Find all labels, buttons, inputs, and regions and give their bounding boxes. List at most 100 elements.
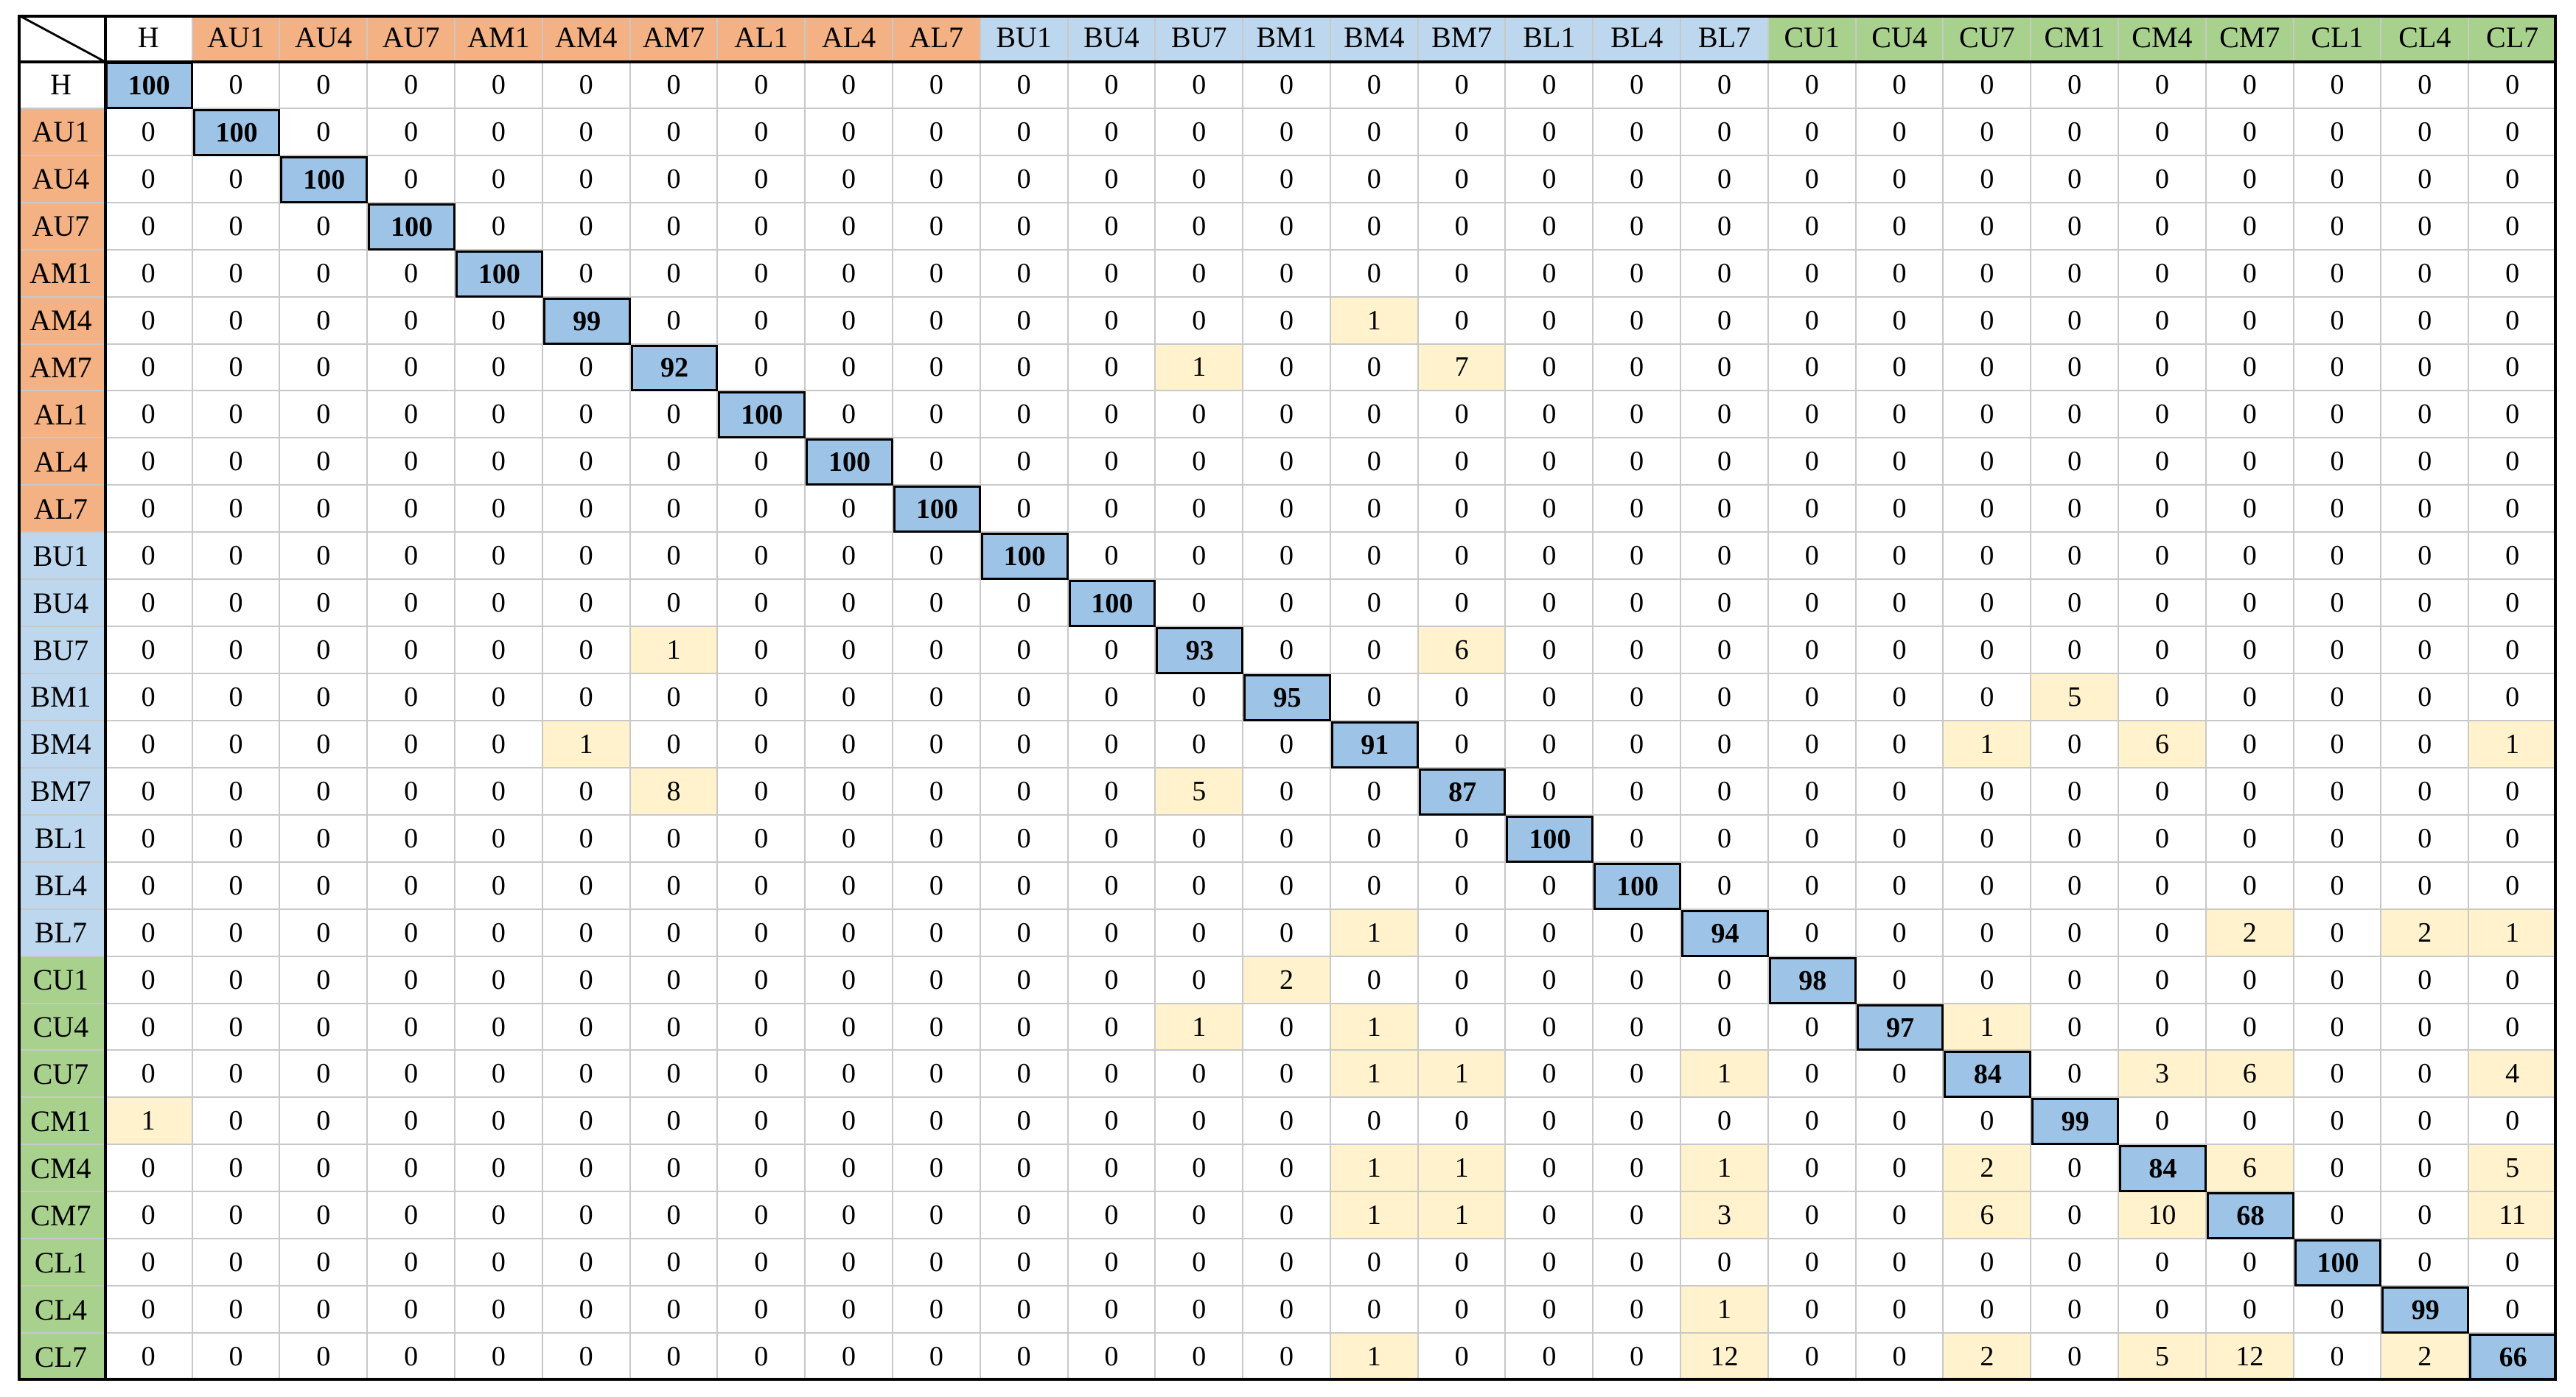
matrix-cell: 0 <box>1418 203 1507 251</box>
matrix-cell: 0 <box>1768 250 1857 298</box>
matrix-cell: 0 <box>806 486 893 533</box>
matrix-cell: 0 <box>718 203 806 251</box>
matrix-cell: 0 <box>718 1239 806 1287</box>
matrix-cell: 0 <box>280 203 369 251</box>
matrix-cell: 0 <box>718 909 806 957</box>
matrix-cell: 0 <box>2206 580 2294 628</box>
matrix-cell: 0 <box>1856 391 1944 439</box>
matrix-cell: 0 <box>1681 674 1769 721</box>
matrix-cell: 0 <box>2119 155 2207 203</box>
matrix-cell: 0 <box>1768 1239 1857 1287</box>
matrix-cell: 0 <box>280 674 369 721</box>
row-header-cl4: CL4 <box>18 1286 105 1334</box>
matrix-cell: 6 <box>2206 1145 2294 1193</box>
matrix-cell: 0 <box>1856 297 1944 345</box>
matrix-cell: 0 <box>630 533 719 581</box>
matrix-cell: 0 <box>1681 862 1769 910</box>
col-header-bu7: BU7 <box>1156 15 1244 62</box>
matrix-cell: 0 <box>1594 1286 1682 1334</box>
matrix-cell: 0 <box>2294 203 2382 251</box>
col-header-bm4: BM4 <box>1330 15 1419 62</box>
matrix-cell: 0 <box>192 61 281 109</box>
matrix-cell: 0 <box>2294 533 2382 581</box>
matrix-cell: 0 <box>455 1286 543 1334</box>
matrix-cell: 0 <box>542 486 631 533</box>
matrix-cell: 0 <box>1768 203 1857 251</box>
matrix-cell: 0 <box>1418 391 1507 439</box>
diagonal-cell: 99 <box>2031 1098 2120 1146</box>
diagonal-cell: 100 <box>1506 815 1594 863</box>
matrix-cell: 0 <box>980 438 1069 486</box>
matrix-cell: 0 <box>542 250 631 298</box>
matrix-cell: 0 <box>980 721 1069 768</box>
matrix-cell: 0 <box>1243 344 1331 392</box>
matrix-cell: 0 <box>280 815 369 863</box>
matrix-cell: 0 <box>2294 1286 2382 1334</box>
row-header-cu7: CU7 <box>18 1051 105 1099</box>
matrix-cell: 0 <box>1330 438 1419 486</box>
matrix-cell: 0 <box>2469 580 2557 628</box>
matrix-cell: 0 <box>2206 108 2294 156</box>
matrix-cell: 0 <box>2206 627 2294 675</box>
matrix-cell: 1 <box>105 1098 193 1146</box>
matrix-cell: 0 <box>105 108 193 156</box>
matrix-cell: 0 <box>368 108 455 156</box>
matrix-cell: 0 <box>105 862 193 910</box>
matrix-cell: 0 <box>2381 1098 2470 1146</box>
matrix-cell: 0 <box>630 909 719 957</box>
row-header-au7: AU7 <box>18 203 105 251</box>
col-header-cu7: CU7 <box>1944 15 2032 62</box>
matrix-cell: 0 <box>1418 674 1507 721</box>
matrix-cell: 0 <box>105 297 193 345</box>
row-header-bl1: BL1 <box>18 815 105 863</box>
matrix-cell: 0 <box>368 580 455 628</box>
matrix-cell: 0 <box>630 203 719 251</box>
matrix-cell: 0 <box>893 533 981 581</box>
matrix-cell: 1 <box>2469 909 2557 957</box>
matrix-cell: 0 <box>1156 1286 1244 1334</box>
matrix-cell: 0 <box>2294 344 2382 392</box>
diagonal-cell: 100 <box>368 203 455 251</box>
matrix-cell: 0 <box>1768 344 1857 392</box>
matrix-cell: 0 <box>1330 203 1419 251</box>
matrix-cell: 0 <box>1418 1334 1507 1381</box>
matrix-cell: 0 <box>1681 344 1769 392</box>
col-header-cm7: CM7 <box>2206 15 2294 62</box>
matrix-cell: 0 <box>1068 1192 1156 1240</box>
matrix-cell: 0 <box>1243 862 1331 910</box>
matrix-cell: 0 <box>718 1098 806 1146</box>
diagonal-cell: 99 <box>2381 1286 2470 1334</box>
matrix-cell: 0 <box>1506 391 1594 439</box>
row-header-am1: AM1 <box>18 250 105 298</box>
matrix-cell: 0 <box>105 768 193 816</box>
matrix-cell: 0 <box>1856 1334 1944 1381</box>
matrix-cell: 0 <box>2119 438 2207 486</box>
matrix-cell: 0 <box>1243 486 1331 533</box>
matrix-cell: 0 <box>893 1098 981 1146</box>
matrix-cell: 0 <box>1594 438 1682 486</box>
matrix-cell: 0 <box>1418 815 1507 863</box>
matrix-cell: 0 <box>806 155 893 203</box>
matrix-cell: 0 <box>455 486 543 533</box>
matrix-cell: 0 <box>1418 1239 1507 1287</box>
matrix-cell: 0 <box>1418 250 1507 298</box>
matrix-cell: 1 <box>1418 1051 1507 1099</box>
matrix-cell: 0 <box>368 909 455 957</box>
matrix-cell: 0 <box>1944 486 2032 533</box>
matrix-cell: 0 <box>1506 297 1594 345</box>
matrix-cell: 0 <box>1418 956 1507 1004</box>
matrix-cell: 0 <box>2469 674 2557 721</box>
diagonal-cell: 93 <box>1156 627 1244 675</box>
matrix-cell: 0 <box>455 1192 543 1240</box>
matrix-cell: 0 <box>1418 155 1507 203</box>
matrix-cell: 0 <box>893 438 981 486</box>
matrix-cell: 0 <box>1068 1286 1156 1334</box>
matrix-cell: 0 <box>893 1286 981 1334</box>
matrix-cell: 0 <box>1944 956 2032 1004</box>
matrix-cell: 0 <box>542 627 631 675</box>
diagonal-cell: 100 <box>192 108 281 156</box>
col-header-cm1: CM1 <box>2031 15 2120 62</box>
matrix-cell: 0 <box>1418 533 1507 581</box>
matrix-cell: 0 <box>542 580 631 628</box>
matrix-cell: 0 <box>1594 1145 1682 1193</box>
